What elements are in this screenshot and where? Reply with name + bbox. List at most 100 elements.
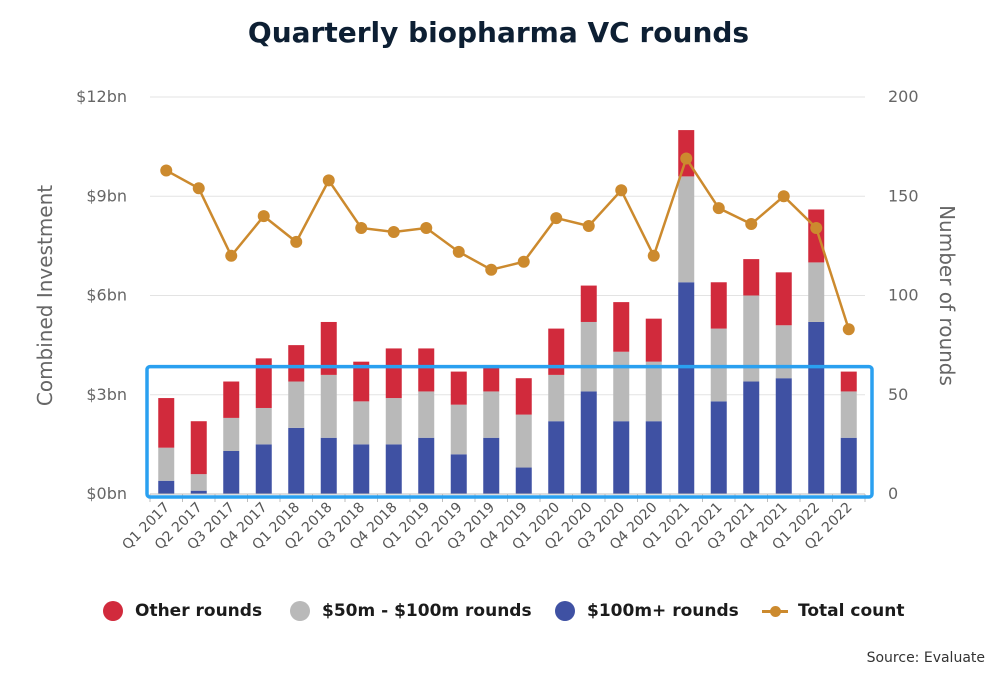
bar-other-rounds [743, 259, 760, 296]
bars [158, 130, 857, 494]
total-count-point [745, 218, 758, 231]
y2-tick-label: 200 [888, 87, 919, 106]
bar-50m-100m-rounds [385, 398, 402, 445]
bar-100m-rounds [158, 480, 175, 494]
highlight-rectangle [145, 364, 874, 499]
bar-100m-rounds [580, 391, 597, 494]
bar-other-rounds [710, 282, 727, 329]
legend-label-mid: $50m - $100m rounds [322, 601, 532, 621]
bar-100m-rounds [613, 421, 630, 494]
bar-50m-100m-rounds [223, 417, 240, 451]
bar-100m-rounds [223, 450, 240, 494]
bar-other-rounds [548, 328, 565, 375]
bar-100m-rounds [255, 444, 272, 494]
y2-axis-title: Number of rounds [935, 205, 959, 386]
total-count-point [680, 152, 693, 165]
y2-tick-label: 0 [888, 484, 898, 503]
legend-item-count: Total count [762, 594, 904, 628]
total-count-point [582, 220, 595, 233]
total-count-line [160, 152, 855, 336]
bar-other-rounds [450, 371, 467, 405]
bar-other-rounds [808, 209, 825, 263]
bar-other-rounds [288, 345, 305, 382]
bar-other-rounds [840, 371, 857, 392]
bar-50m-100m-rounds [613, 351, 630, 422]
total-count-point [290, 235, 303, 248]
bar-other-rounds [645, 318, 662, 362]
y2-tick-label: 100 [888, 286, 919, 305]
total-count-point [517, 255, 530, 268]
bar-100m-rounds [353, 444, 370, 494]
bar-50m-100m-rounds [158, 447, 175, 481]
total-count-point [777, 190, 790, 203]
bar-100m-rounds [678, 282, 695, 494]
bar-50m-100m-rounds [775, 325, 792, 379]
bar-other-rounds [515, 378, 532, 415]
y2-tick-label: 150 [888, 186, 919, 205]
bar-other-rounds [190, 421, 207, 475]
total-count-point [550, 212, 563, 225]
legend-item-large: $100m+ rounds [555, 594, 739, 628]
chart-title: Quarterly biopharma VC rounds [247, 16, 750, 49]
bar-100m-rounds [320, 437, 337, 494]
highlight-box [145, 364, 874, 499]
legend-swatch-mid [290, 601, 310, 621]
legend-line-count [762, 605, 788, 617]
total-count-point [810, 222, 823, 235]
bar-50m-100m-rounds [190, 474, 207, 491]
bar-50m-100m-rounds [353, 401, 370, 445]
total-count-point [192, 182, 205, 195]
y-tick-label: $0bn [86, 484, 127, 503]
bar-50m-100m-rounds [743, 295, 760, 382]
legend-label-other: Other rounds [135, 601, 263, 621]
total-count-point [420, 222, 433, 235]
bar-50m-100m-rounds [840, 391, 857, 438]
bar-other-rounds [320, 321, 337, 375]
y-axis-title: Combined Investment [33, 185, 57, 406]
bar-other-rounds [580, 285, 597, 322]
total-count-path [165, 155, 850, 330]
bar-50m-100m-rounds [255, 407, 272, 445]
bar-100m-rounds [450, 454, 467, 494]
total-count-point [485, 263, 498, 276]
bar-other-rounds [613, 302, 630, 352]
bar-other-rounds [353, 361, 370, 402]
legend-swatch-large [555, 601, 575, 621]
bar-100m-rounds [645, 421, 662, 494]
y-tick-label: $6bn [86, 286, 127, 305]
bar-other-rounds [223, 381, 240, 418]
bar-other-rounds [255, 358, 272, 408]
legend-item-mid: $50m - $100m rounds [290, 594, 532, 628]
bar-50m-100m-rounds [418, 391, 435, 438]
bar-100m-rounds [548, 421, 565, 494]
bar-50m-100m-rounds [548, 374, 565, 422]
chart-canvas: $0bn $3bn $6bn $9bn $12bn 0 50 100 150 200 Combine… [33, 87, 959, 553]
bar-50m-100m-rounds [580, 321, 597, 392]
bar-100m-rounds [840, 437, 857, 494]
y-tick-label: $9bn [86, 186, 127, 205]
total-count-point [225, 249, 238, 262]
legend: Other rounds $50m - $100m rounds $100m+ … [0, 594, 997, 628]
bar-50m-100m-rounds [808, 262, 825, 322]
total-count-point [322, 174, 335, 187]
bar-other-rounds [483, 364, 500, 392]
legend-label-count: Total count [798, 601, 905, 621]
legend-swatch-other [103, 601, 123, 621]
y-tick-label: $3bn [86, 385, 127, 404]
total-count-point [160, 164, 173, 177]
bar-100m-rounds [483, 437, 500, 494]
y2-tick-label: 50 [888, 385, 908, 404]
bar-100m-rounds [775, 378, 792, 494]
bar-100m-rounds [288, 427, 305, 494]
total-count-point [355, 222, 368, 235]
total-count-point [842, 323, 855, 336]
total-count-point [387, 225, 400, 238]
bar-other-rounds [385, 348, 402, 399]
bar-100m-rounds [418, 437, 435, 494]
bar-50m-100m-rounds [288, 381, 305, 428]
bar-50m-100m-rounds [678, 176, 695, 283]
bar-other-rounds [158, 398, 175, 448]
bar-50m-100m-rounds [450, 404, 467, 455]
y-tick-label: $12bn [76, 87, 127, 106]
bar-100m-rounds [710, 401, 727, 494]
